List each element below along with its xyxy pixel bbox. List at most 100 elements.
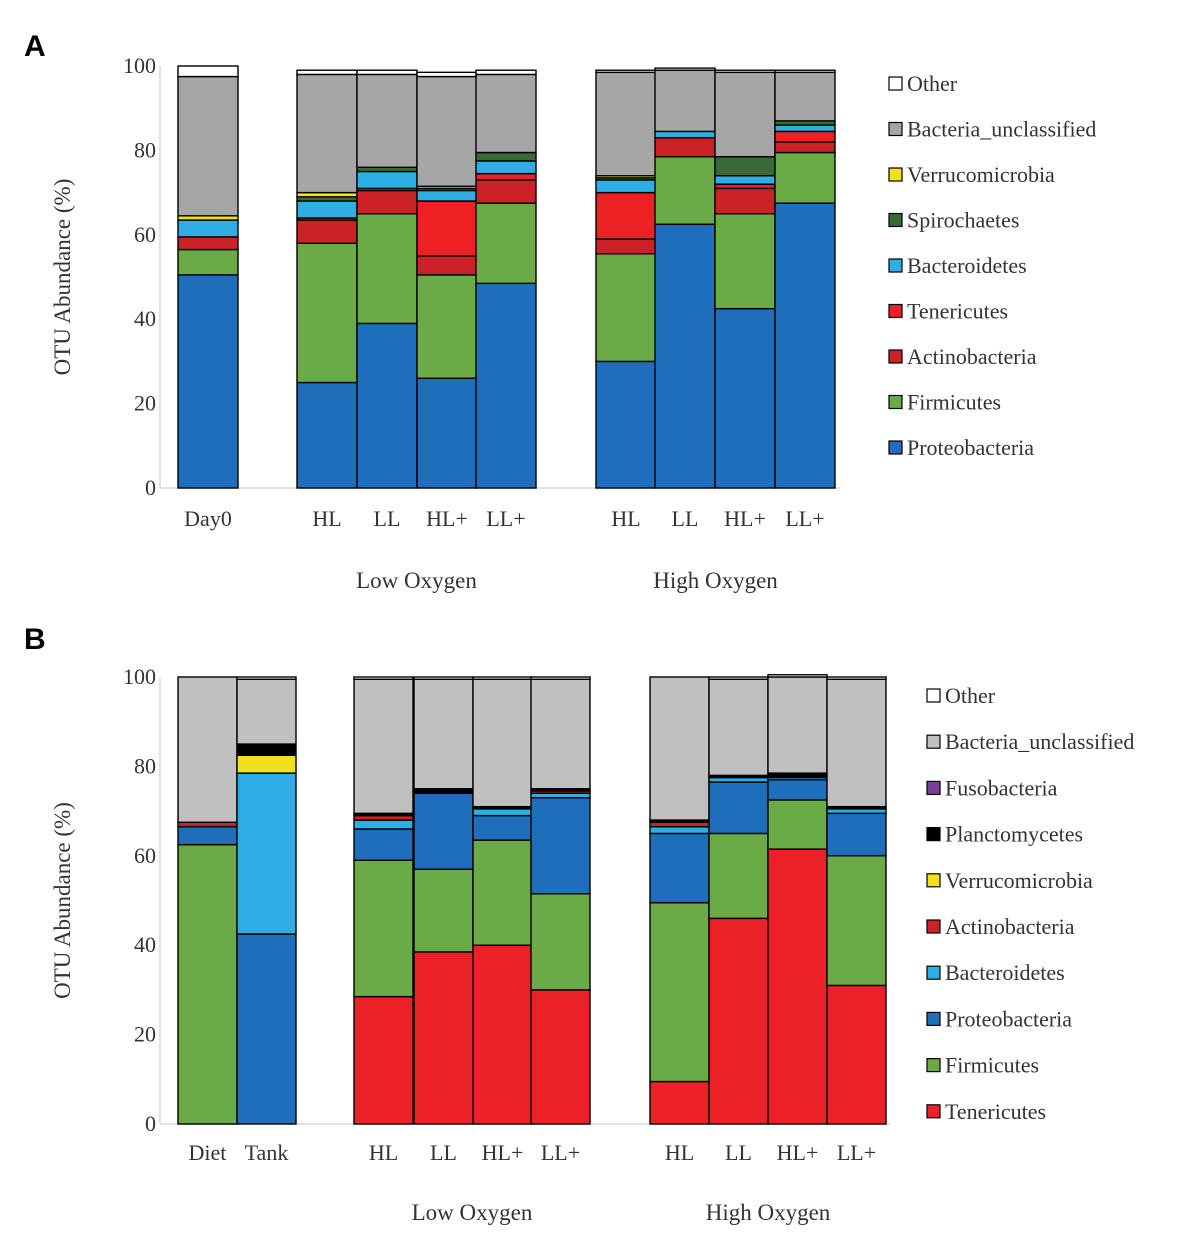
- bar-segment-other: [353, 676, 414, 680]
- bar-segment-bacteria-unclassified: [595, 71, 657, 177]
- bar-segment-bacteria-unclassified: [236, 678, 297, 745]
- legend-item: Actinobacteria: [926, 914, 1075, 939]
- y-tick-label: 100: [123, 53, 156, 78]
- y-tick-label: 60: [134, 222, 156, 247]
- legend-swatch: [926, 780, 941, 796]
- group-label: High Oxygen: [706, 1200, 831, 1225]
- bar-1: [236, 676, 297, 1125]
- legend-item: Verrucomicrobia: [926, 868, 1093, 893]
- bar-segment-tenericutes: [475, 172, 537, 181]
- bar-segment-other: [472, 676, 533, 680]
- bar-segment-proteobacteria: [177, 826, 238, 846]
- bar-segment-tenericutes: [826, 984, 887, 1125]
- bar-segment-proteobacteria: [595, 360, 657, 489]
- bar-6: [654, 67, 716, 489]
- legend-item: Tenericutes: [926, 1099, 1046, 1124]
- legend-swatch: [888, 440, 903, 455]
- x-tick-label: HL: [611, 506, 640, 531]
- bar-9: [826, 676, 887, 1125]
- x-tick-label: HL+: [724, 506, 766, 531]
- legend: Other Bacteria_unclassified Verrucomicrobi…: [888, 71, 1096, 460]
- bar-segment-proteobacteria: [413, 792, 474, 870]
- legend-label: Bacteroidetes: [907, 253, 1027, 278]
- bar-segment-verrucomicrobia: [236, 754, 297, 774]
- legend-item: Tenericutes: [888, 299, 1008, 324]
- y-tick-label: 40: [134, 306, 156, 331]
- panel-letter: B: [24, 623, 46, 656]
- x-tick-label: LL+: [541, 1140, 580, 1165]
- bar-segment-actinobacteria: [356, 189, 418, 215]
- legend-swatch: [926, 1104, 941, 1119]
- bar-segment-proteobacteria: [826, 812, 887, 857]
- bar-segment-bacteria-unclassified: [714, 71, 776, 158]
- bar-segment-proteobacteria: [767, 779, 828, 801]
- x-tick-label: Day0: [184, 506, 232, 531]
- bar-segment-bacteria-unclassified: [177, 676, 238, 823]
- bar-segment-planctomycetes: [236, 743, 297, 756]
- bar-segment-bacteria-unclassified: [177, 75, 239, 217]
- bar-segment-firmicutes: [649, 902, 710, 1083]
- bar-segment-actinobacteria: [296, 219, 358, 244]
- bar-segment-bacteroidetes: [654, 130, 716, 139]
- legend-label: Verrucomicrobia: [907, 162, 1055, 187]
- bar-segment-firmicutes: [353, 859, 414, 998]
- bar-segment-proteobacteria: [353, 828, 414, 861]
- legend-label: Actinobacteria: [907, 344, 1037, 369]
- y-axis-title: OTU Abundance (%): [50, 179, 75, 376]
- bar-segment-firmicutes: [774, 151, 836, 204]
- bar-segment-actinobacteria: [595, 238, 657, 255]
- bar-segment-other: [595, 69, 657, 74]
- bar-segment-tenericutes: [413, 951, 474, 1125]
- bar-segment-proteobacteria: [654, 223, 716, 489]
- legend-swatch: [926, 1011, 941, 1027]
- bar-segment-proteobacteria: [649, 832, 710, 904]
- panel-letter: A: [24, 30, 46, 63]
- bar-segment-firmicutes: [767, 799, 828, 850]
- bar-segment-bacteroidetes: [595, 179, 657, 194]
- bar-segment-spirochaetes: [475, 151, 537, 162]
- bar-segment-actinobacteria: [714, 187, 776, 215]
- legend-item: Fusobacteria: [926, 775, 1058, 800]
- bar-segment-proteobacteria: [714, 307, 776, 489]
- legend-label: Tenericutes: [945, 1099, 1046, 1124]
- legend-item: Other: [888, 71, 958, 96]
- bar-segment-bacteroidetes: [475, 160, 537, 175]
- bar-6: [649, 676, 710, 1125]
- bar-0: [177, 676, 238, 1125]
- legend-swatch: [888, 212, 903, 228]
- legend-item: Verrucomicrobia: [888, 162, 1055, 187]
- legend-swatch: [888, 258, 903, 273]
- x-tick-label: LL: [725, 1140, 752, 1165]
- bar-segment-firmicutes: [177, 843, 238, 1125]
- bar-segment-bacteria-unclassified: [649, 676, 710, 821]
- x-tick-label: HL+: [777, 1140, 819, 1165]
- bar-segment-tenericutes: [416, 200, 478, 257]
- bar-segment-firmicutes: [654, 156, 716, 225]
- bar-segment-proteobacteria: [296, 381, 358, 489]
- legend-item: Actinobacteria: [888, 344, 1037, 369]
- bar-8: [767, 674, 828, 1125]
- legend-label: Fusobacteria: [945, 775, 1058, 800]
- bar-segment-proteobacteria: [708, 781, 769, 835]
- bar-segment-other: [177, 65, 239, 78]
- bar-segment-proteobacteria: [774, 202, 836, 489]
- legend-item: Planctomycetes: [926, 822, 1083, 847]
- bar-segment-bacteroidetes: [774, 124, 836, 133]
- bar-2: [356, 69, 418, 489]
- bar-segment-other: [714, 69, 776, 74]
- bar-segment-firmicutes: [356, 212, 418, 325]
- y-tick-label: 20: [134, 1022, 156, 1047]
- bar-segment-bacteria-unclassified: [356, 73, 418, 168]
- x-tick-label: LL+: [837, 1140, 876, 1165]
- group-label: Low Oxygen: [412, 1200, 533, 1225]
- y-tick-label: 80: [134, 137, 156, 162]
- legend-label: Other: [945, 683, 996, 708]
- legend-item: Proteobacteria: [926, 1006, 1072, 1031]
- legend-label: Firmicutes: [907, 390, 1001, 415]
- bar-segment-tenericutes: [353, 995, 414, 1125]
- bar-segment-bacteroidetes: [296, 200, 358, 219]
- bar-segment-actinobacteria: [774, 141, 836, 154]
- bar-segment-actinobacteria: [416, 255, 478, 276]
- bar-segment-proteobacteria: [416, 377, 478, 489]
- bar-2: [353, 676, 414, 1125]
